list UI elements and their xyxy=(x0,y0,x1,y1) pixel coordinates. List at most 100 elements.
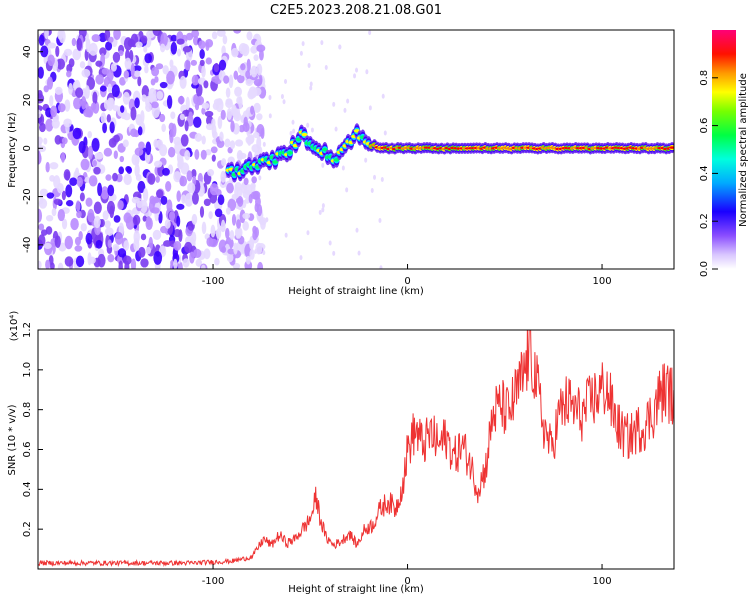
spectrogram-noise-cell xyxy=(184,59,191,71)
spectrogram-y-ticks: -40 -20 0 20 40 xyxy=(22,45,43,253)
spectrogram-noise-cell xyxy=(122,91,130,105)
spectrogram-noise-cell xyxy=(177,261,183,269)
spectrogram-noise-cell xyxy=(243,177,249,186)
spectrogram-noise-cell xyxy=(182,46,192,53)
spectrogram-noise-cell xyxy=(97,253,106,268)
spectrogram-noise-cell xyxy=(321,203,325,209)
spectrogram-noise-cell xyxy=(321,207,325,213)
spectrogram-noise-cell xyxy=(38,208,43,223)
spectrogram-noise-cell xyxy=(254,249,258,255)
spectrogram-noise-cell xyxy=(241,43,250,57)
spectrogram-noise-cell xyxy=(373,174,377,180)
snr-y-tick-label: 0.4 xyxy=(22,481,33,497)
spectrogram-noise-cell xyxy=(99,85,107,92)
spectrogram-noise-cell xyxy=(38,66,44,79)
spectrogram-noise-cell xyxy=(119,155,125,163)
spectrogram-noise-cell xyxy=(203,248,211,260)
spectrogram-noise-cell xyxy=(65,122,70,135)
spectrogram-noise-cell xyxy=(38,34,45,46)
spectrogram-noise-cell xyxy=(49,262,55,269)
spectrogram-noise-cell xyxy=(218,59,227,71)
spectrogram-noise-cell xyxy=(46,76,54,90)
spectrogram-noise-cell xyxy=(205,41,210,52)
spectrogram-noise-cell xyxy=(194,149,200,160)
spectrogram-noise-cell xyxy=(140,35,148,44)
spectrogram-noise-cell xyxy=(198,40,206,50)
spectrogram-noise-cell xyxy=(130,106,137,121)
spectrogram-noise-cell xyxy=(46,192,55,199)
spectrogram-noise-cell xyxy=(176,203,185,210)
snr-x-tick-label: 0 xyxy=(404,576,410,587)
spectrogram-noise-cell xyxy=(220,170,226,183)
spectrogram-noise-cell xyxy=(109,121,115,134)
spectrogram-noise-cell xyxy=(57,103,66,113)
spectrogram-noise-cell xyxy=(214,257,220,266)
spectrogram-noise-cell xyxy=(39,188,48,197)
spectrogram-noise-cell xyxy=(110,63,117,72)
spectrogram-noise-cell xyxy=(242,221,249,231)
spectrogram-noise-cell xyxy=(180,134,189,147)
colorbar-tick-label: 0.8 xyxy=(699,70,710,86)
spectrogram-noise-cell xyxy=(87,145,94,160)
spectrogram-noise-cell xyxy=(131,196,140,204)
spectrogram-noise-cell xyxy=(91,138,100,152)
spectrogram-noise-cell xyxy=(80,96,87,110)
spectrogram-noise-cell xyxy=(63,48,73,57)
spectrogram-noise-cell xyxy=(334,126,338,132)
spectrogram-noise-cell xyxy=(186,170,193,182)
spectrogram-noise-cell xyxy=(328,240,332,246)
spectrogram-noise-cell xyxy=(87,130,93,139)
spectrogram-noise-cell xyxy=(299,255,303,261)
spectrogram-noise-cell xyxy=(51,118,60,129)
spectrogram-noise-cell xyxy=(332,250,336,256)
spectrogram-y-tick-label: -20 xyxy=(22,188,33,204)
spectrogram-noise-cell xyxy=(140,258,149,268)
spectrogram-noise-cell xyxy=(124,260,130,269)
spectrogram-noise-cell xyxy=(113,134,120,143)
spectrogram-noise-cell xyxy=(191,191,199,205)
spectrogram-noise-cell xyxy=(152,229,162,240)
spectrogram-noise-cell xyxy=(118,166,125,175)
spectrogram-noise-cell xyxy=(176,38,185,45)
spectrogram-noise-cell xyxy=(65,184,73,198)
spectrogram-noise-cell xyxy=(221,246,227,253)
spectrogram-noise-cell xyxy=(346,98,350,104)
spectrogram-noise-cell xyxy=(38,223,45,231)
spectrogram-noise-cell xyxy=(219,131,224,142)
spectrogram-noise-cell xyxy=(199,48,205,60)
spectrogram-noise-cell xyxy=(253,102,261,113)
spectrogram-noise-cell xyxy=(70,217,79,231)
spectrogram-noise-cell xyxy=(159,43,166,53)
spectrogram-noise-cell xyxy=(87,208,95,223)
spectrogram-noise-cell xyxy=(231,47,239,58)
spectrogram-noise-cell xyxy=(64,99,71,112)
spectrogram-noise-cell xyxy=(162,65,169,75)
spectrogram-noise-cell xyxy=(74,167,80,179)
spectrogram-noise-cell xyxy=(144,65,149,74)
spectrogram-noise-cell xyxy=(257,261,264,269)
spectrogram-noise-cell xyxy=(113,30,121,40)
spectrogram-noise-cell xyxy=(84,85,90,99)
spectrogram-panel: -100 0 100 -40 -20 0 20 40 Height of straight … xyxy=(7,29,675,297)
spectrogram-noise-cell xyxy=(379,265,383,269)
spectrogram-track-cell xyxy=(272,160,279,164)
spectrogram-noise-cell xyxy=(259,49,264,61)
spectrogram-noise-cell xyxy=(123,37,133,51)
spectrogram-noise-cell xyxy=(320,40,324,46)
spectrogram-noise-cell xyxy=(133,70,141,78)
spectrogram-noise-cell xyxy=(193,248,202,259)
spectrogram-noise-cell xyxy=(184,241,193,254)
colorbar-tick-label: 0.2 xyxy=(699,213,710,229)
spectrogram-noise-cell xyxy=(233,242,238,255)
snr-y-tick-label: 0.2 xyxy=(22,521,33,537)
spectrogram-noise-cell xyxy=(201,135,206,145)
spectrogram-noise-cell xyxy=(91,34,101,42)
spectrogram-noise-cell xyxy=(120,105,125,113)
spectrogram-noise-cell xyxy=(231,213,237,226)
spectrogram-noise-cell xyxy=(167,146,176,158)
spectrogram-y-tick-label: 20 xyxy=(22,94,33,107)
spectrogram-noise-cell xyxy=(44,30,49,40)
spectrogram-noise-cell xyxy=(57,262,64,269)
spectrogram-noise-cell xyxy=(126,166,133,174)
spectrogram-noise-cell xyxy=(66,70,72,78)
